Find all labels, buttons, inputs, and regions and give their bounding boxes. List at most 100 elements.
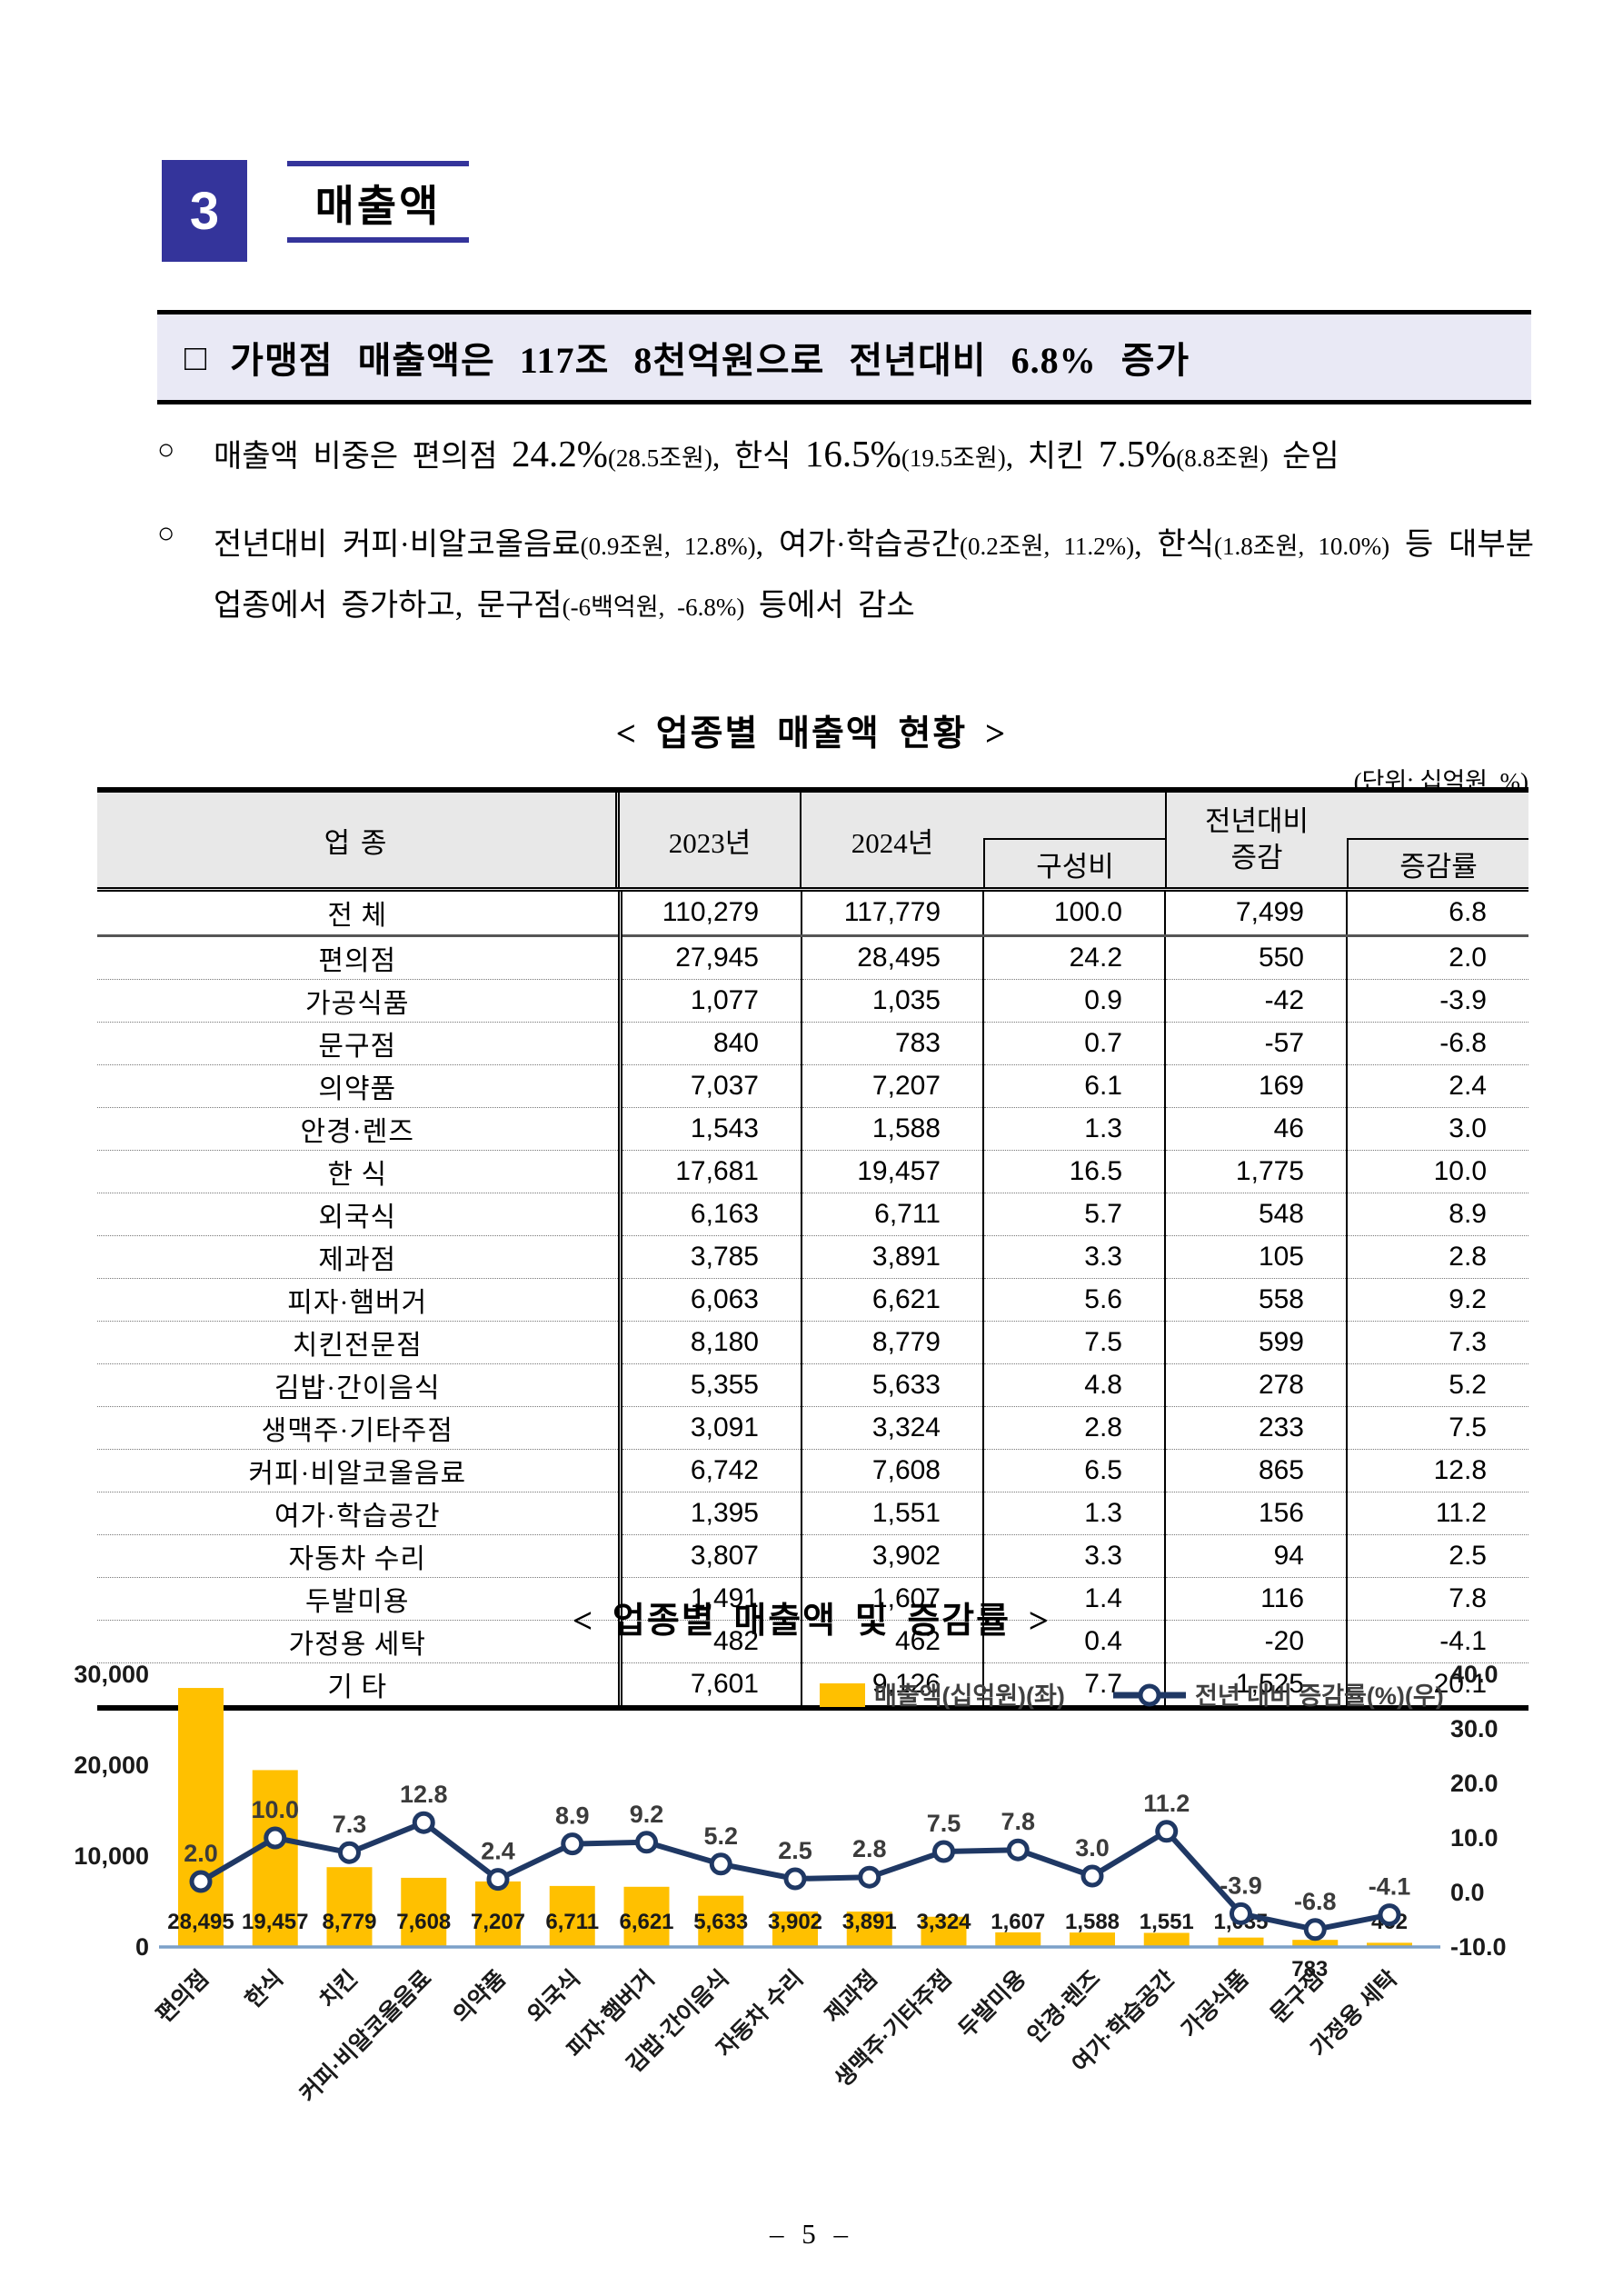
cell-category: 편의점 [97, 935, 622, 980]
bullet-segment: (19.5조원) [901, 444, 1006, 472]
cell-ratio: 1.3 [983, 1492, 1166, 1535]
line-value-label: 2.0 [184, 1840, 218, 1867]
cell-2023: 840 [620, 1022, 802, 1065]
bullet-segment: , 한식 [1134, 528, 1215, 562]
cell-change: 1,525 [1165, 1662, 1348, 1705]
bar-value-label: 19,457 [242, 1910, 308, 1934]
cell-rate: -6.8 [1347, 1022, 1528, 1065]
line-value-label: 5.2 [703, 1822, 738, 1850]
bar-value-label: 7,207 [471, 1910, 525, 1934]
cell-rate: 7.3 [1347, 1321, 1528, 1364]
bar-value-label: 783 [1291, 1957, 1328, 1982]
bullet-segment: (-6백억원, -6.8%) [562, 594, 745, 622]
bar-value-label: 5,633 [693, 1910, 748, 1934]
cell-rate: -4.1 [1347, 1620, 1528, 1663]
right-axis-tick: 40.0 [1450, 1661, 1499, 1688]
col-header-yoy-line2: 증감 [1230, 842, 1283, 873]
table-row: 기 타 7,601 9,126 7.7 1,525 20.1 [97, 1662, 1528, 1705]
bullet-segment: 24.2% [512, 433, 608, 474]
bullet-circle-icon: ○ [157, 516, 175, 549]
cell-change: 156 [1165, 1492, 1348, 1535]
bar-value-label: 6,621 [619, 1910, 673, 1934]
section-number: 3 [189, 181, 220, 241]
cell-2023: 482 [620, 1620, 802, 1663]
col-header-yoy-line1: 전년대비 [1204, 805, 1309, 838]
cell-ratio: 6.1 [983, 1064, 1166, 1108]
bullet-segment: (0.2조원, 11.2%) [960, 533, 1135, 560]
cell-category: 전 체 [97, 892, 622, 937]
left-axis-tick: 30,000 [74, 1661, 149, 1688]
bar-value-label: 3,891 [842, 1910, 897, 1934]
table-row: 김밥·간이음식 5,355 5,633 4.8 278 5.2 [97, 1363, 1528, 1407]
line-point-marker [783, 1867, 807, 1891]
left-axis-tick: 0 [135, 1933, 149, 1961]
cell-ratio: 0.9 [983, 979, 1166, 1023]
cell-2024: 3,902 [802, 1534, 984, 1578]
table-row: 편의점 27,945 28,495 24.2 550 2.0 [97, 935, 1528, 980]
category-label: 두발미용 [954, 1965, 1031, 2042]
table-row: 커피·비알코올음료 6,742 7,608 6.5 865 12.8 [97, 1449, 1528, 1492]
bullet-segment: 등에서 감소 [744, 589, 915, 624]
cell-2024: 7,207 [802, 1064, 984, 1108]
cell-2023: 3,091 [620, 1406, 802, 1450]
bar [326, 1867, 373, 1947]
cell-rate: 2.8 [1347, 1235, 1528, 1279]
line-value-label: 7.8 [1001, 1808, 1035, 1835]
left-axis-tick: 10,000 [74, 1842, 149, 1870]
section-number-box: 3 [162, 160, 247, 262]
cell-rate: 2.4 [1347, 1064, 1528, 1108]
cell-rate: 7.8 [1347, 1577, 1528, 1621]
bar-value-label: 8,779 [322, 1910, 376, 1934]
col-header-category: 업 종 [97, 793, 620, 887]
cell-2023: 3,785 [620, 1235, 802, 1279]
table-row: 제과점 3,785 3,891 3.3 105 2.8 [97, 1235, 1528, 1279]
cell-rate: 12.8 [1347, 1449, 1528, 1492]
bar-value-label: 1,551 [1140, 1910, 1194, 1934]
cell-rate: 20.1 [1433, 1668, 1487, 1699]
bar-value-label: 3,324 [916, 1910, 971, 1934]
category-label: 치킨 [314, 1965, 362, 2012]
legend-bar-swatch [820, 1683, 865, 1707]
bar [623, 1886, 670, 1947]
cell-category: 기 타 [97, 1662, 622, 1705]
bullet-segment: 매출액 비중은 편의점 [214, 440, 513, 474]
col-header-yoy-change: 전년대비 증감 [1165, 793, 1347, 887]
right-axis-tick: -10.0 [1450, 1933, 1507, 1961]
line-value-label: 11.2 [1143, 1790, 1190, 1817]
cell-2024: 3,324 [802, 1406, 984, 1450]
bar [1070, 1932, 1115, 1947]
line-value-label: 7.5 [927, 1810, 961, 1837]
cell-category: 여가·학습공간 [97, 1492, 622, 1535]
cell-2023: 6,163 [620, 1193, 802, 1236]
line-point-marker [1006, 1838, 1030, 1862]
cell-change: 865 [1165, 1449, 1348, 1492]
bullet-segment: 16.5% [804, 433, 901, 474]
legend-line-marker [1138, 1683, 1161, 1707]
bar [1292, 1940, 1339, 1947]
table-row: 가정용 세탁 482 462 0.4 -20 -4.1 [97, 1620, 1528, 1663]
bar-value-label: 1,607 [991, 1910, 1045, 1934]
table-row: 안경·렌즈 1,543 1,588 1.3 46 3.0 [97, 1107, 1528, 1151]
cell-2024: 462 [802, 1620, 984, 1663]
cell-2024: 3,891 [802, 1235, 984, 1279]
line-point-marker [561, 1832, 584, 1856]
section-title: 매출액 [314, 181, 442, 230]
cell-category: 외국식 [97, 1193, 622, 1236]
headline-text: 가맹점 매출액은 117조 8천억원으로 전년대비 6.8% 증가 [230, 340, 1190, 381]
col-header-ratio: 구성비 [983, 838, 1165, 887]
category-label: 커피·비알코올음료 [295, 1965, 437, 2107]
cell-category: 안경·렌즈 [97, 1107, 622, 1151]
cell-2023: 1,395 [620, 1492, 802, 1535]
line-point-marker [189, 1870, 213, 1893]
cell-change: 233 [1165, 1406, 1348, 1450]
bullet-segment: 7.5% [1098, 433, 1177, 474]
cell-change: 105 [1165, 1235, 1348, 1279]
bar-value-label: 28,495 [167, 1910, 234, 1934]
line-value-label: 10.0 [251, 1796, 299, 1823]
cell-rate: 5.2 [1347, 1363, 1528, 1407]
table-row: 가공식품 1,077 1,035 0.9 -42 -3.9 [97, 979, 1528, 1023]
col-header-2023: 2023년 [620, 793, 802, 887]
line-point-marker [486, 1868, 510, 1892]
line-point-marker [1378, 1903, 1401, 1927]
cell-ratio: 4.8 [983, 1363, 1166, 1407]
